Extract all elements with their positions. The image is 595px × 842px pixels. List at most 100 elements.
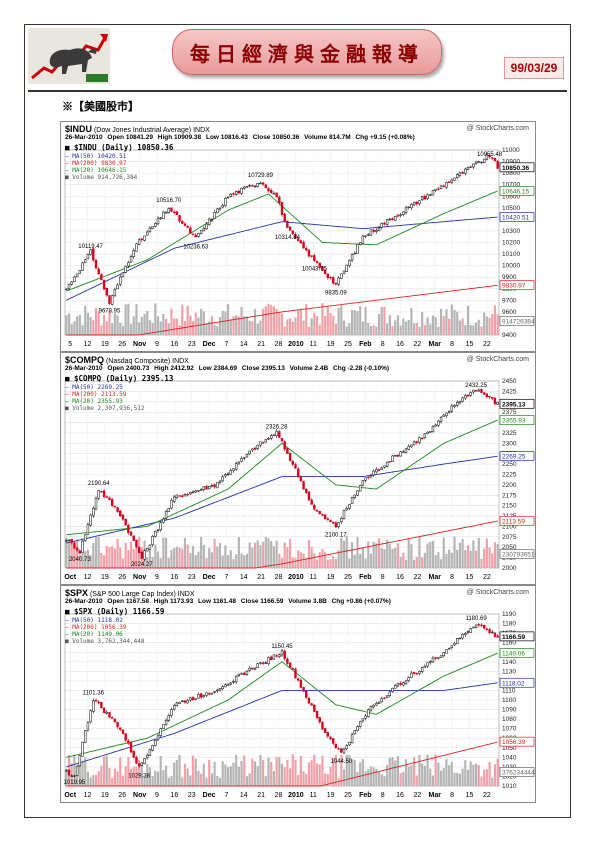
chart-symbol: $INDU	[65, 124, 93, 134]
volume-bar	[124, 766, 127, 786]
candle-body	[248, 450, 251, 455]
volume-bar	[143, 313, 146, 335]
x-tick-label: Feb	[359, 341, 371, 348]
x-tick-label: Mar	[429, 341, 442, 348]
volume-bar	[493, 542, 497, 568]
candle-body	[81, 741, 84, 757]
candle-body	[124, 518, 127, 526]
volume-bar	[167, 777, 170, 786]
candle-body	[137, 763, 141, 767]
y-tick-label: 1090	[502, 707, 517, 714]
candle-body	[337, 748, 340, 750]
volume-bar	[232, 762, 235, 786]
legend-ma20: — MA(20) 2355.93	[65, 398, 123, 405]
chart-dow-jones: 1100010900108001070010600105001040010300…	[60, 121, 536, 352]
volume-bar	[270, 304, 273, 335]
volume-bar	[132, 766, 135, 786]
candle-body	[67, 283, 71, 289]
volume-bar	[340, 755, 343, 786]
volume-bar	[124, 542, 127, 568]
volume-bar	[442, 537, 445, 568]
candle-body	[394, 455, 397, 457]
volume-bar	[297, 550, 300, 568]
candle-body	[202, 486, 206, 490]
x-tick-label: 7	[224, 792, 228, 799]
candle-body	[496, 635, 499, 638]
candle-body	[342, 748, 346, 754]
candle-body	[178, 215, 181, 222]
candle-body	[340, 273, 343, 279]
volume-bar	[78, 555, 81, 568]
volume-bar	[262, 541, 265, 568]
candle-body	[213, 212, 216, 219]
candle-body	[334, 283, 338, 285]
volume-bar	[332, 556, 335, 568]
candle-body	[275, 655, 278, 657]
volume-bar	[289, 768, 292, 786]
volume-bar	[477, 765, 480, 786]
candle-body	[283, 441, 286, 450]
volume-bar	[299, 309, 302, 335]
volume-bar	[369, 326, 373, 335]
volume-bar	[431, 775, 435, 786]
volume-bar	[324, 773, 327, 786]
candle-body	[124, 733, 127, 741]
candle-body	[388, 461, 392, 463]
candle-body	[105, 288, 108, 296]
candle-body	[73, 775, 76, 777]
legend-main: ■ $SPX (Daily) 1166.59	[65, 607, 165, 616]
volume-bar	[189, 775, 192, 786]
candle-body	[146, 231, 149, 236]
x-tick-label: 22	[483, 341, 491, 348]
value-tag	[499, 316, 535, 326]
volume-bar	[305, 558, 308, 568]
y-tick-label: 2075	[502, 534, 517, 541]
candle-body	[92, 248, 95, 261]
candle-body	[216, 689, 219, 692]
candle-body	[367, 709, 370, 717]
candle-body	[251, 448, 254, 451]
candle-body	[191, 697, 195, 700]
candle-body	[186, 493, 189, 496]
value-tag	[499, 451, 535, 461]
volume-bar	[259, 754, 262, 786]
candle-body	[350, 254, 354, 261]
volume-bar	[383, 549, 386, 568]
candle-body	[383, 222, 386, 225]
volume-bar	[97, 536, 100, 568]
volume-bar	[496, 544, 499, 568]
candle-body	[259, 182, 262, 185]
volume-bar	[121, 776, 125, 786]
volume-bar	[380, 307, 383, 335]
volume-bar	[407, 319, 410, 335]
candle-body	[197, 694, 200, 699]
volume-bar	[340, 537, 343, 568]
volume-bar	[105, 545, 108, 568]
candle-body	[337, 522, 340, 527]
x-tick-label: 9	[155, 341, 159, 348]
candle-body	[412, 441, 416, 446]
x-tick-label: 16	[396, 792, 404, 799]
volume-bar	[302, 320, 305, 335]
candle-body	[162, 518, 165, 523]
volume-bar	[245, 553, 249, 568]
candle-body	[353, 730, 356, 734]
volume-bar	[202, 763, 205, 786]
candle-body	[175, 702, 179, 707]
candle-body	[110, 717, 114, 719]
y-tick-label: 10600	[502, 193, 520, 200]
candle-body	[108, 712, 111, 718]
volume-bar	[496, 758, 499, 786]
volume-bar	[159, 558, 162, 568]
volume-bar	[329, 766, 332, 786]
y-tick-label: 1180	[502, 621, 516, 628]
candle-body	[175, 494, 179, 498]
value-tag-label: 3762344448	[502, 770, 535, 777]
volume-bar	[138, 322, 141, 335]
candle-body	[350, 733, 354, 744]
volume-bar	[173, 762, 176, 786]
x-tick-label: Nov	[133, 341, 146, 348]
candle-body	[135, 243, 138, 252]
candle-body	[218, 688, 222, 691]
volume-bar	[286, 319, 289, 335]
